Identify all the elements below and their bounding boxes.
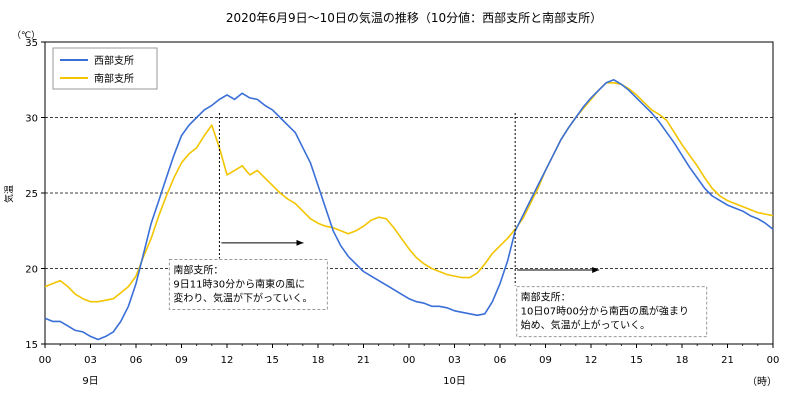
y-tick-label: 35 — [25, 38, 38, 49]
x-tick-label: 15 — [266, 355, 279, 366]
series-lines — [44, 79, 774, 341]
annotation-text: 南部支所： — [173, 263, 223, 276]
x-tick-label: 00 — [403, 355, 416, 366]
y-axis-ticks: 15 20 25 30 35 — [25, 38, 45, 351]
x-tick-label: 03 — [84, 355, 97, 366]
annotation-box — [168, 258, 328, 310]
x-tick-label: 00 — [39, 355, 52, 366]
x-unit-label: （時） — [747, 376, 777, 388]
legend: 西部支所 南部支所 — [52, 47, 158, 90]
annotation-text: 変わり、気温が下がっていく。 — [173, 291, 312, 304]
y-tick-label: 20 — [25, 265, 38, 276]
x-axis-ticks: 00 03 06 09 12 15 18 21 00 03 06 09 12 15 18 21 00 — [39, 344, 780, 366]
legend-label-west: 西部支所 — [94, 54, 134, 67]
x-tick-label: 21 — [721, 355, 734, 366]
x-tick-label: 09 — [175, 355, 188, 366]
x-tick-label: 21 — [357, 355, 370, 366]
gridlines — [45, 117, 773, 269]
y-tick-label: 15 — [25, 340, 38, 351]
x-tick-label: 09 — [539, 355, 552, 366]
legend-label-south: 南部支所 — [94, 72, 134, 85]
series-line-south — [44, 82, 774, 303]
y-tick-label: 30 — [25, 114, 38, 125]
x-tick-label: 12 — [221, 355, 234, 366]
x-tick-label: 18 — [312, 355, 325, 366]
annotation-text: 始め、気温が上がっていく。 — [521, 319, 651, 332]
x-tick-label: 00 — [767, 355, 780, 366]
series-line-west — [44, 79, 774, 341]
y-unit-label: （℃） — [12, 30, 40, 41]
x-tick-label: 06 — [130, 355, 143, 366]
y-tick-label: 25 — [25, 189, 38, 200]
annotation-text: 9日11時30分から南東の風に — [173, 277, 305, 290]
x-tick-label: 06 — [494, 355, 507, 366]
day-label: 10日 — [443, 376, 466, 387]
x-tick-label: 03 — [448, 355, 461, 366]
annotation-text: 10日07時00分から南西の風が強まり — [521, 305, 689, 318]
x-tick-label: 15 — [630, 355, 643, 366]
day-labels: 9日 10日 — [82, 376, 466, 387]
chart-title: 2020年6月9日～10日の気温の推移（10分値：西部支所と南部支所） — [226, 10, 602, 25]
day-label: 9日 — [82, 376, 98, 387]
annotation-text: 南部支所： — [521, 291, 571, 304]
x-tick-label: 18 — [676, 355, 689, 366]
y-axis-label: 気温 — [3, 185, 15, 203]
annotation-box — [516, 286, 708, 338]
legend-box — [52, 47, 158, 90]
x-tick-label: 12 — [585, 355, 598, 366]
